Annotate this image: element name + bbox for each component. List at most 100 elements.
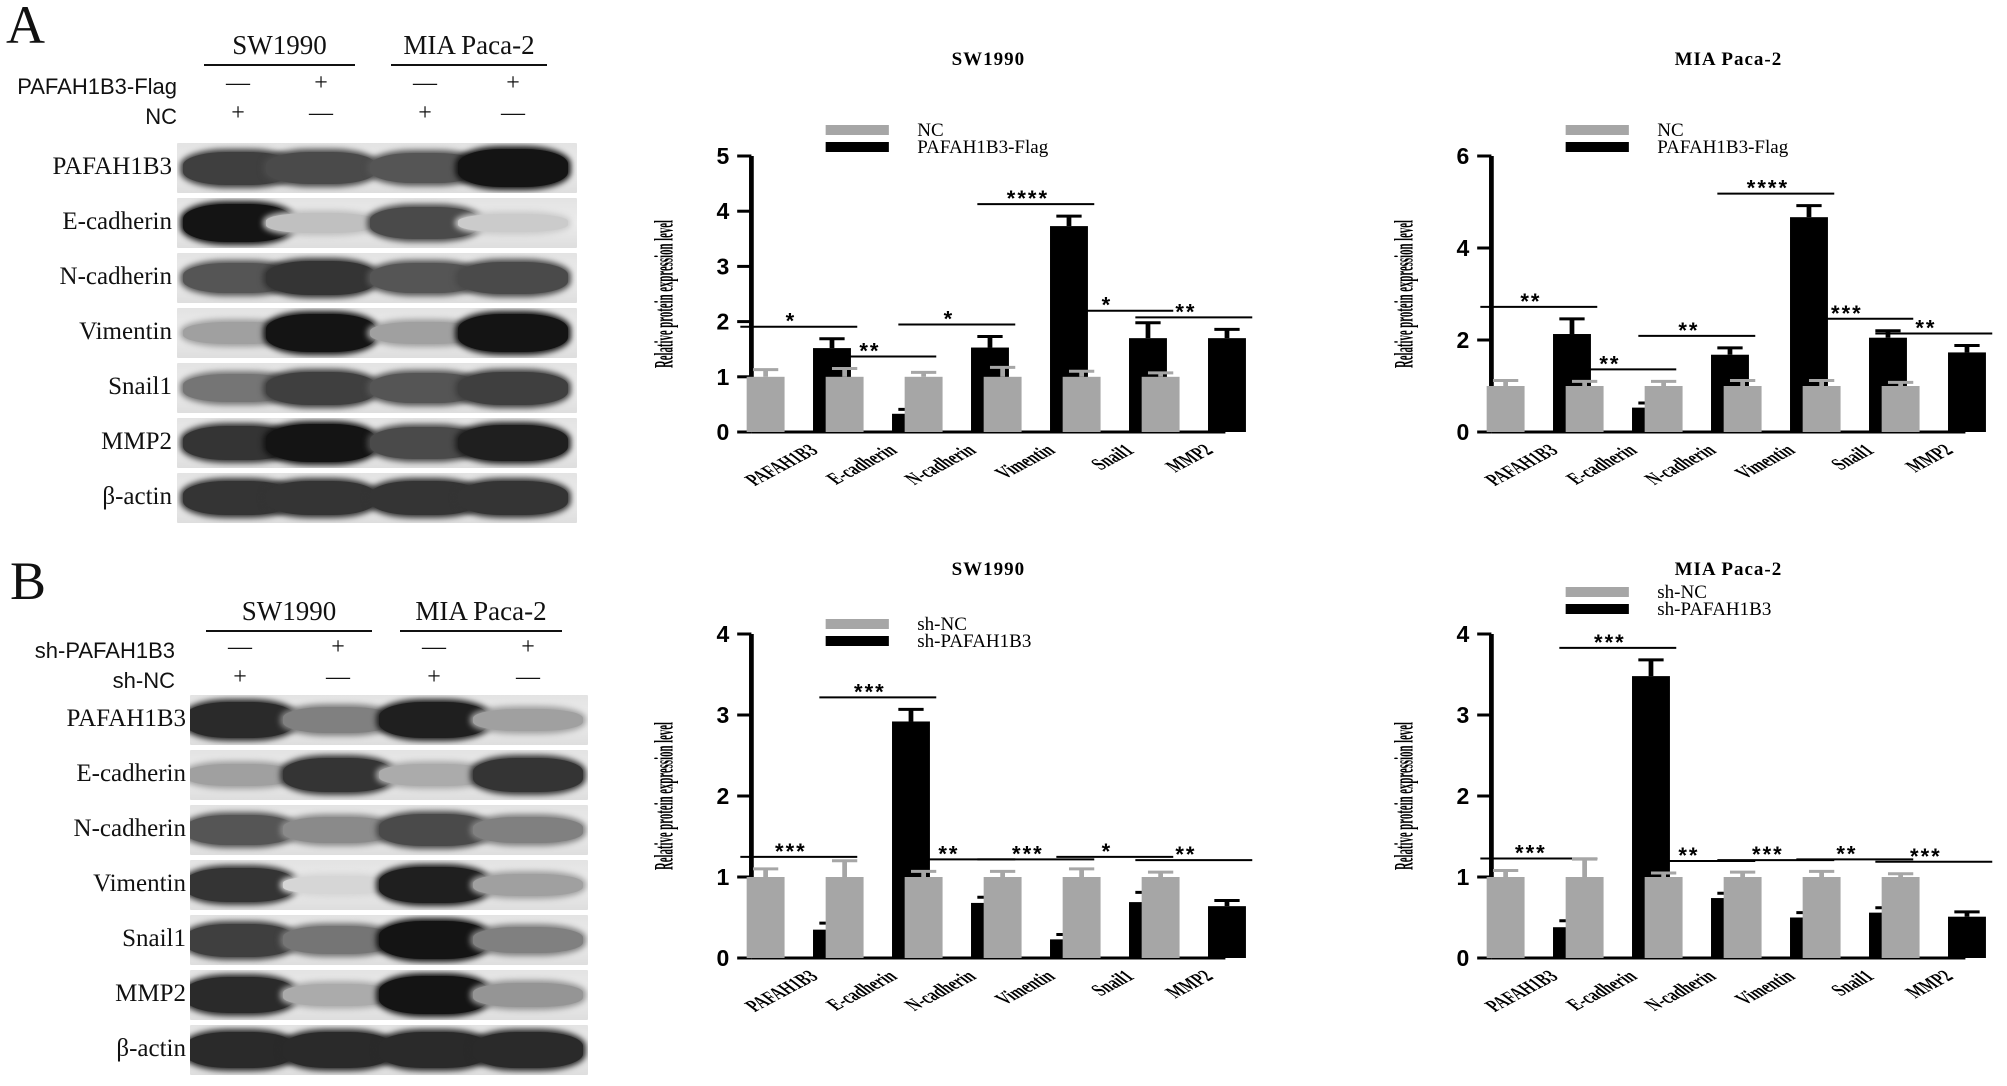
x-tick-label: Snail1: [1087, 441, 1140, 474]
bar-sh-pafah1b3: [1948, 916, 1986, 958]
significance-marker: *: [944, 307, 955, 332]
y-tick-label: 2: [716, 783, 729, 809]
x-tick-label: Vimentin: [991, 441, 1062, 483]
significance-marker: ****: [1007, 186, 1049, 211]
x-tick-label: E-cadherin: [822, 441, 903, 488]
x-tick-label: MMP2: [1161, 441, 1219, 476]
condition-mark: +: [427, 664, 441, 690]
legend-label-nc: NC: [917, 120, 943, 141]
significance-marker: **: [859, 339, 880, 364]
blot-band: [190, 867, 295, 903]
chart-title: MIA Paca-2: [1675, 49, 1783, 70]
blot-band: [473, 926, 583, 954]
bar-pafah1b3-flag: [1948, 352, 1986, 432]
significance-marker: ***: [1012, 841, 1044, 866]
bar-nc: [825, 376, 864, 432]
condition-mark: —: [501, 100, 525, 126]
blot-band: [458, 262, 568, 294]
blot-row-label-actin: β-actin: [102, 483, 172, 510]
significance-marker: **: [1915, 316, 1936, 341]
bar-sh-nc: [983, 877, 1022, 958]
significance-marker: **: [1175, 842, 1196, 867]
blot-strip-vimentin: [177, 308, 577, 358]
blot-row-label-n-cadherin: N-cadherin: [59, 263, 172, 290]
blot-band: [473, 1032, 583, 1068]
legend-swatch-sh-pafah1b3: [825, 636, 889, 646]
significance-marker: **: [1599, 351, 1620, 376]
legend-swatch-nc: [825, 125, 889, 135]
blot-band: [458, 314, 568, 352]
bar-sh-nc: [1486, 877, 1525, 958]
bar-nc: [1802, 386, 1841, 432]
bar-sh-nc: [1062, 877, 1101, 958]
blot-band: [283, 817, 393, 843]
bar-nc: [1723, 386, 1762, 432]
significance-marker: ***: [1831, 301, 1863, 326]
bar-sh-nc: [904, 877, 943, 958]
y-tick-label: 1: [1456, 864, 1469, 890]
condition-label-sh-nc: sh-NC: [112, 668, 175, 693]
y-tick-label: 1: [716, 864, 729, 890]
x-tick-label: N-cadherin: [1640, 967, 1722, 1015]
condition-mark: +: [233, 664, 247, 690]
bar-nc: [1141, 376, 1180, 432]
y-tick-label: 2: [716, 309, 729, 335]
x-tick-label: PAFAH1B3: [1481, 441, 1564, 489]
chart-plot-group: MIA Paca-2 Relative protein expression le…: [1390, 49, 1993, 490]
bar-chart-a-sw1990: SW1990 Relative protein expression level 0…: [650, 49, 1253, 490]
bar-chart-a-mia-paca2: MIA Paca-2 Relative protein expression le…: [1390, 49, 1993, 490]
x-tick-label: Vimentin: [1731, 441, 1802, 483]
blot-band: [266, 314, 376, 352]
chart-plot-group: SW1990 Relative protein expression level 0…: [650, 559, 1253, 1016]
blot-band: [379, 814, 489, 846]
blot-band: [190, 923, 295, 957]
x-tick-label: MMP2: [1161, 967, 1219, 1002]
blot-band: [266, 371, 376, 405]
bar-sh-nc: [1802, 877, 1841, 958]
blot-band: [379, 921, 489, 959]
significance-marker: *: [786, 309, 797, 334]
y-tick-label: 1: [716, 364, 729, 390]
blot-strip-n-cadherin: [177, 253, 577, 303]
blot-strip-pafah1b3: [177, 143, 577, 193]
blot-band: [283, 984, 393, 1006]
blot-row-label-snail1: Snail1: [122, 925, 186, 952]
blot-band: [283, 757, 393, 793]
bar-sh-nc: [746, 877, 785, 958]
bar-nc: [904, 376, 943, 432]
condition-mark: +: [521, 634, 535, 660]
bar-nc: [1062, 376, 1101, 432]
significance-marker: ***: [1594, 630, 1626, 655]
blot-band: [379, 764, 489, 786]
condition-mark: +: [506, 70, 520, 96]
blot-band: [190, 977, 295, 1013]
bar-sh-nc: [1723, 877, 1762, 958]
y-tick-label: 4: [1456, 621, 1469, 647]
y-tick-label: 0: [716, 945, 729, 971]
chart-title: MIA Paca-2: [1675, 559, 1783, 580]
blot-band: [458, 149, 568, 187]
blot-band: [266, 213, 376, 233]
significance-marker: ***: [1515, 841, 1547, 866]
blot-band: [266, 260, 376, 296]
legend-swatch-sh-nc: [1565, 587, 1629, 597]
blot-strip-mmp2: [190, 970, 588, 1020]
blot-band: [379, 976, 489, 1014]
x-tick-label: E-cadherin: [1562, 967, 1643, 1014]
x-tick-label: MMP2: [1901, 441, 1959, 476]
group-label-mia-paca-2: MIA Paca-2: [403, 30, 535, 60]
blot-band: [379, 701, 489, 739]
legend-swatch-sh-pafah1b3: [1565, 604, 1629, 614]
blot-band: [283, 926, 393, 954]
x-tick-label: MMP2: [1901, 967, 1959, 1002]
blot-band: [458, 424, 568, 462]
blot-band: [283, 1032, 393, 1068]
significance-marker: ****: [1747, 176, 1789, 201]
x-tick-label: E-cadherin: [1562, 441, 1643, 488]
condition-mark: +: [331, 634, 345, 660]
blot-row-label-mmp2: MMP2: [115, 980, 186, 1007]
blot-strip-vimentin: [190, 860, 588, 910]
significance-marker: **: [1175, 299, 1196, 324]
condition-mark: —: [309, 100, 333, 126]
blot-row-label-mmp2: MMP2: [101, 428, 172, 455]
